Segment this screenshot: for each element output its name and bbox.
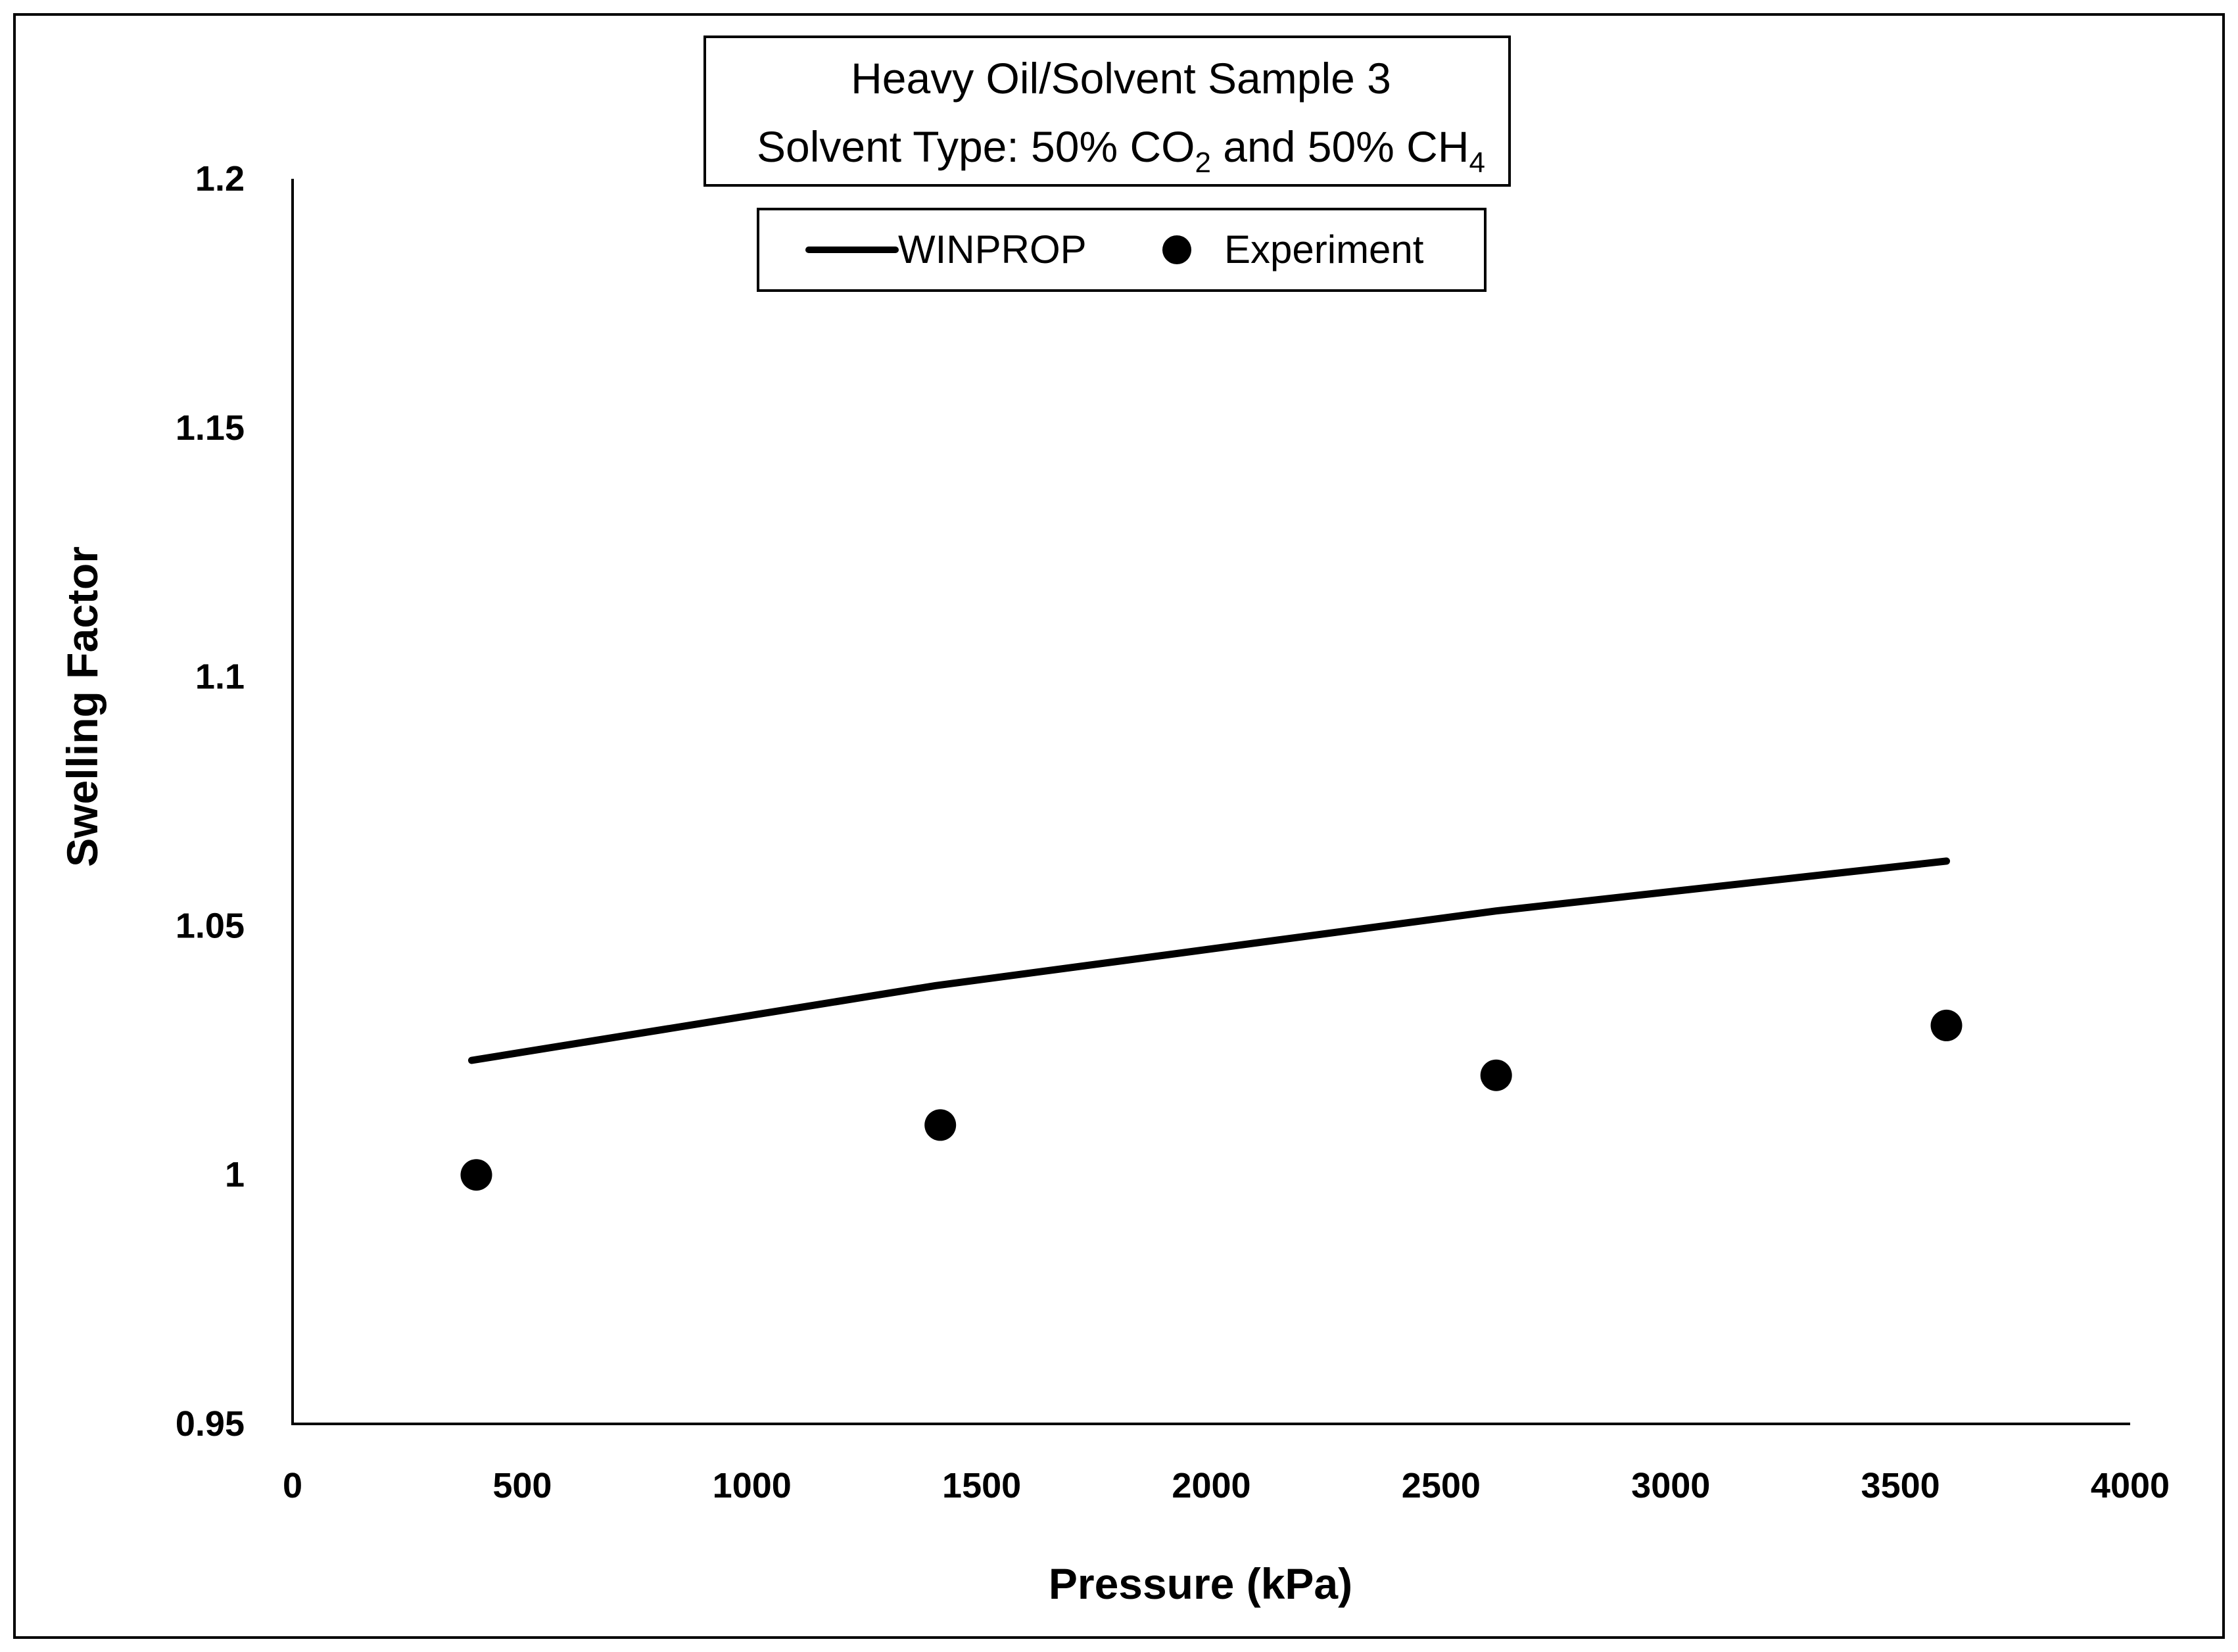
title-box — [703, 35, 1511, 187]
experiment-point — [460, 1159, 492, 1191]
x-tick-label: 1500 — [942, 1466, 1021, 1505]
legend-experiment-marker — [1162, 235, 1191, 264]
x-tick-label: 0 — [283, 1466, 302, 1505]
subtitle-sub1: 2 — [1195, 147, 1210, 179]
y-tick-label: 1.05 — [176, 906, 245, 945]
winprop-series-line — [468, 857, 1950, 1064]
experiment-point — [1480, 1059, 1512, 1091]
x-tick-label: 500 — [492, 1466, 552, 1505]
y-tick-label: 1 — [225, 1155, 245, 1194]
subtitle-middle: and 50% CH — [1211, 122, 1469, 171]
x-tick-label: 2000 — [1172, 1466, 1250, 1505]
x-tick-label: 1000 — [713, 1466, 792, 1505]
experiment-point — [1930, 1009, 1963, 1041]
legend-experiment-label: Experiment — [1224, 227, 1424, 271]
x-axis-title: Pressure (kPa) — [1049, 1559, 1352, 1608]
x-tick-label: 3000 — [1631, 1466, 1710, 1505]
experiment-point — [924, 1109, 957, 1141]
y-tick-label: 0.95 — [176, 1404, 245, 1444]
chart-subtitle: Solvent Type: 50% CO2 and 50% CH4 — [757, 122, 1485, 179]
legend-winprop-label: WINPROP — [898, 227, 1087, 271]
y-axis-title: Swelling Factor — [58, 546, 107, 867]
x-tick-label: 4000 — [2091, 1466, 2170, 1505]
experiment-series — [460, 1009, 1963, 1191]
x-tick-label: 2500 — [1402, 1466, 1481, 1505]
y-tick-label: 1.1 — [195, 657, 245, 697]
x-tick-label: 3500 — [1861, 1466, 1940, 1505]
subtitle-prefix: Solvent Type: 50% CO — [757, 122, 1195, 171]
y-tick-label: 1.15 — [176, 408, 245, 448]
x-tick-labels: 0 500 1000 1500 2000 2500 3000 3500 4000 — [283, 1466, 2170, 1505]
y-tick-labels: 0.95 1 1.05 1.1 1.15 1.2 — [176, 159, 245, 1444]
subtitle-sub2: 4 — [1469, 147, 1485, 179]
chart-title: Heavy Oil/Solvent Sample 3 — [851, 54, 1391, 103]
y-tick-label: 1.2 — [195, 159, 245, 199]
